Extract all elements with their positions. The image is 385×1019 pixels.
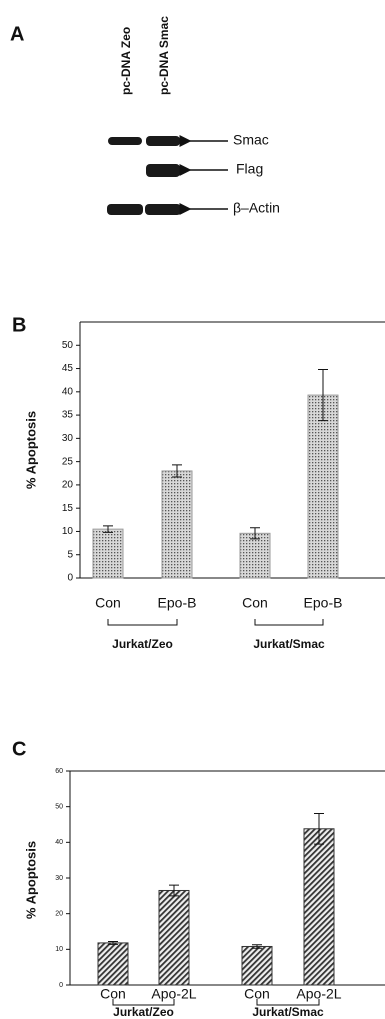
y-axis-label: % Apoptosis: [23, 411, 38, 489]
y-tick-label: 40: [55, 839, 63, 846]
bar: [240, 533, 270, 578]
y-tick-label: 20: [62, 480, 74, 491]
x-tick-label: Epo-B: [158, 595, 197, 611]
y-tick-label: 50: [62, 340, 74, 351]
group-bracket: [108, 619, 177, 625]
y-tick-label: 45: [62, 363, 74, 374]
panel-label: A: [10, 23, 24, 45]
y-tick-label: 0: [59, 982, 63, 989]
band-label: β–Actin: [233, 200, 280, 216]
y-tick-label: 10: [55, 946, 63, 953]
arrows: [190, 141, 228, 209]
bar: [98, 943, 128, 985]
y-tick-label: 25: [62, 456, 74, 467]
y-tick-label: 20: [55, 911, 63, 918]
y-tick-label: 60: [55, 768, 63, 775]
y-tick-label: 0: [67, 573, 73, 584]
y-tick-label: 15: [62, 503, 74, 514]
band-label: Flag: [236, 161, 263, 177]
y-tick-label: 30: [62, 433, 74, 444]
bar: [308, 395, 338, 578]
x-tick-label: Con: [95, 595, 121, 611]
panel-label: C: [12, 738, 26, 760]
y-tick-label: 40: [62, 386, 74, 397]
bar: [162, 471, 192, 578]
y-axis-label: % Apoptosis: [23, 841, 38, 919]
blot-bands: [107, 136, 181, 215]
bar: [159, 890, 189, 985]
panel-label: B: [12, 314, 26, 336]
group-label: Jurkat/Zeo: [112, 637, 173, 651]
y-tick-label: 5: [67, 549, 73, 560]
y-tick-label: 10: [62, 526, 74, 537]
band-label: Smac: [233, 132, 269, 148]
y-tick-label: 35: [62, 410, 74, 421]
x-tick-label: Epo-B: [304, 595, 343, 611]
bar: [304, 829, 334, 985]
lane-label: pc-DNA Smac: [157, 16, 171, 95]
group-label: Jurkat/Smac: [252, 1005, 324, 1019]
figure: A pc-DNA Zeo pc-DNA Smac Smac Flag β–Act…: [0, 0, 385, 1019]
bar: [242, 946, 272, 985]
group-label: Jurkat/Zeo: [113, 1005, 174, 1019]
y-tick-label: 50: [55, 804, 63, 811]
lane-label: pc-DNA Zeo: [119, 27, 133, 95]
group-label: Jurkat/Smac: [253, 637, 325, 651]
y-tick-label: 30: [55, 875, 63, 882]
x-tick-label: Con: [242, 595, 268, 611]
group-bracket: [255, 619, 323, 625]
bar: [93, 529, 123, 578]
